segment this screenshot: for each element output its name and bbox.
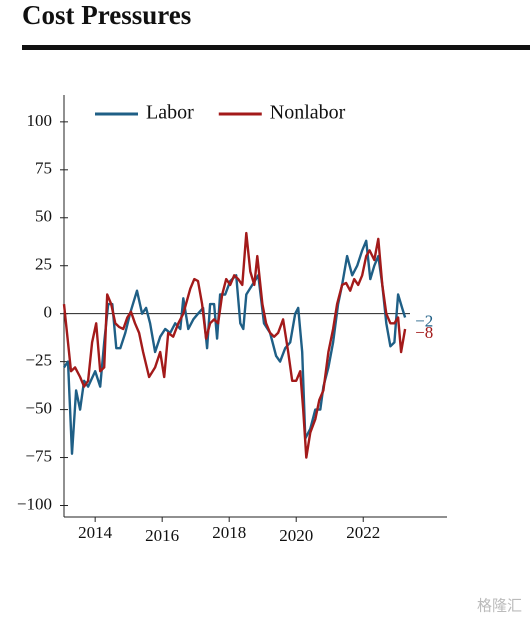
end-label: −2 [415,311,433,330]
y-tick-label: 75 [35,159,52,178]
legend-label: Labor [146,102,194,124]
series-line [62,231,407,459]
y-tick-label: 100 [27,111,53,130]
chart-title: Cost Pressures [22,0,191,30]
y-tick-label: 50 [35,207,52,226]
y-tick-label: 0 [44,303,53,322]
y-tick-label: −75 [25,446,52,465]
x-tick-label: 2016 [145,526,179,545]
y-tick-label: −100 [17,494,52,513]
x-tick-label: 2020 [279,526,313,545]
y-tick-label: 25 [35,255,52,274]
legend-label: Nonlabor [270,102,346,124]
end-label: −8 [415,323,433,342]
title-rule [22,45,530,50]
watermark: 格隆汇 [477,597,522,615]
x-tick-label: 2014 [78,523,113,542]
y-tick-label: −25 [25,351,52,370]
y-tick-label: −50 [25,398,52,417]
x-tick-label: 2018 [212,523,246,542]
series-line [63,239,407,455]
x-tick-label: 2022 [346,523,380,542]
